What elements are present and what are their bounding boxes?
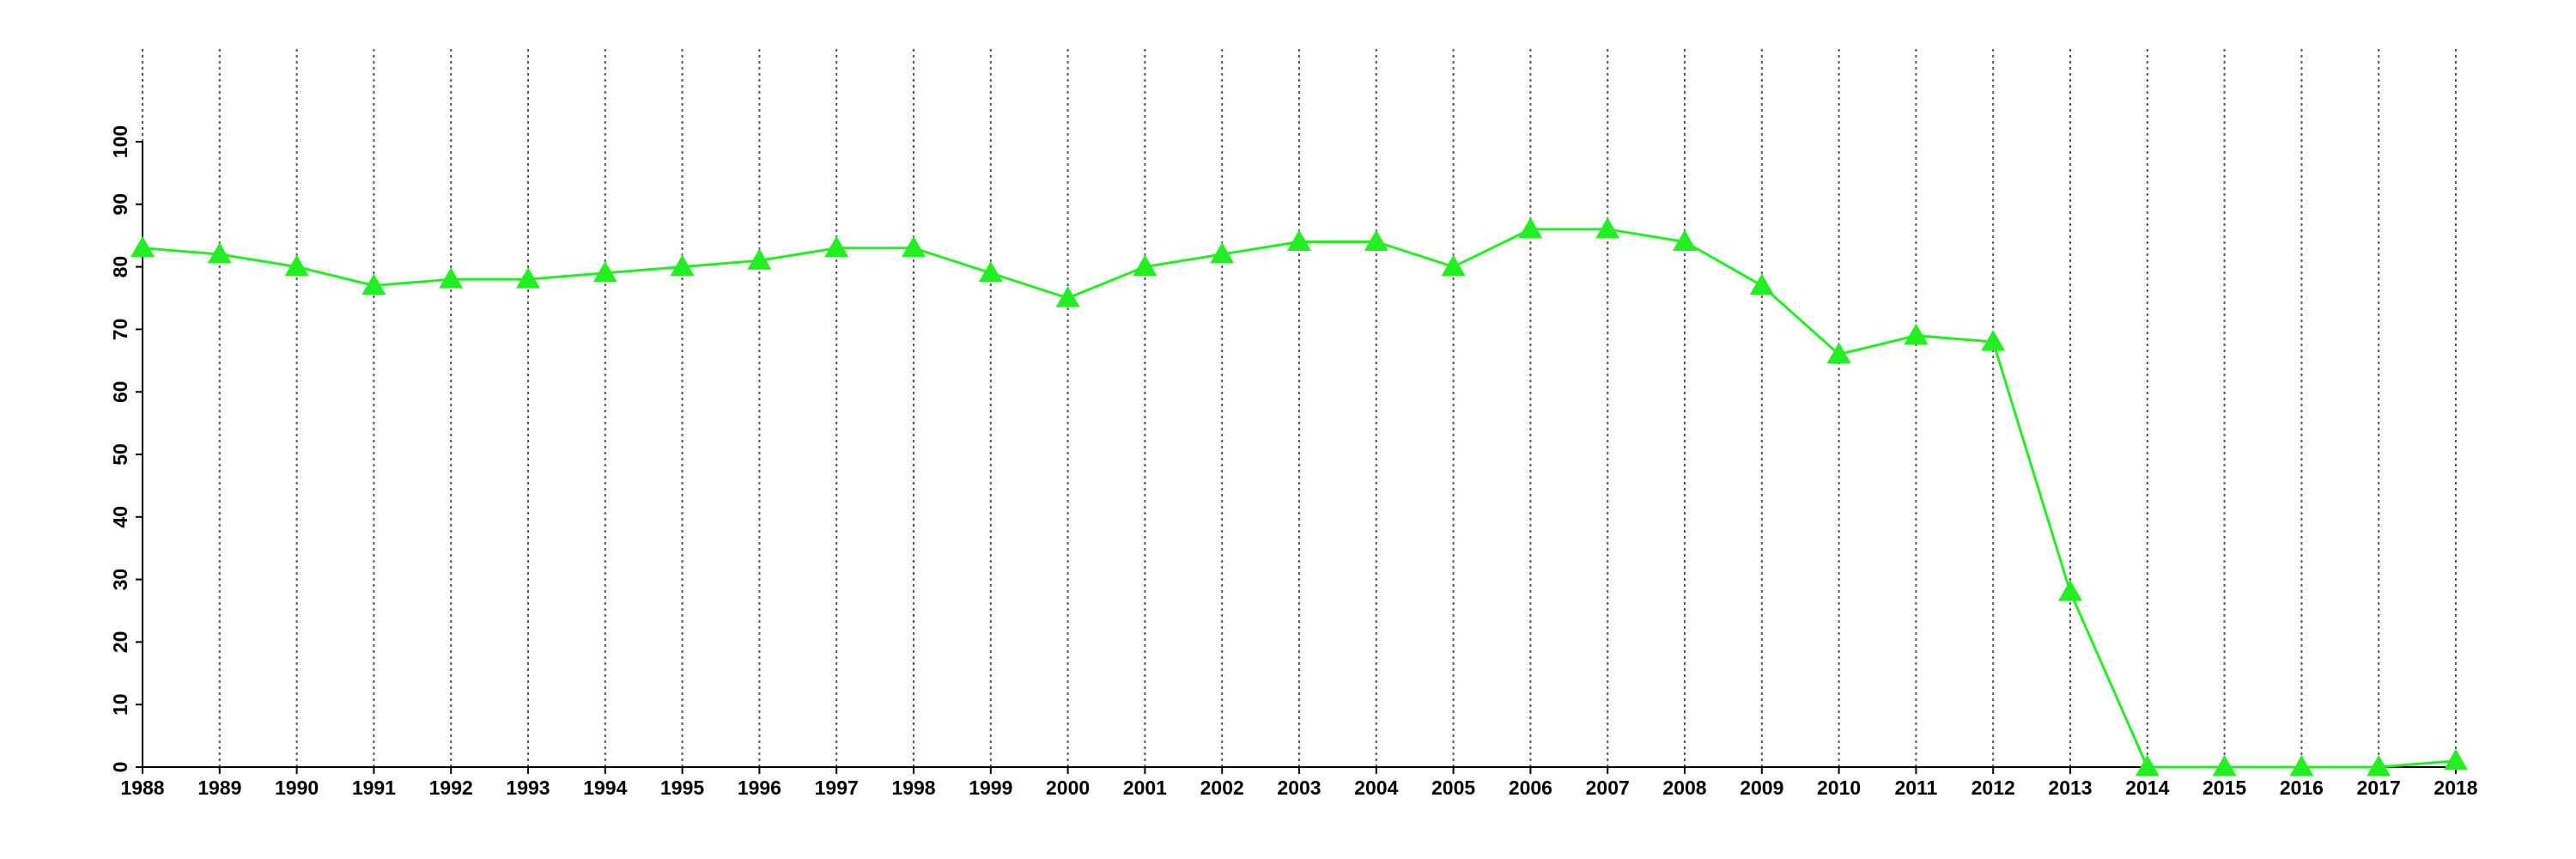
x-tick-label: 2017	[2357, 777, 2401, 799]
data-point	[902, 235, 926, 258]
x-tick-label: 2018	[2433, 777, 2477, 799]
data-point	[1210, 242, 1235, 264]
x-tick-label: 2008	[1662, 777, 1706, 799]
data-point	[1749, 273, 1774, 295]
y-tick-label: 100	[109, 125, 131, 158]
y-tick-label: 70	[109, 319, 131, 341]
data-point	[1441, 254, 1466, 277]
y-tick-label: 0	[109, 762, 131, 773]
data-point	[978, 260, 1003, 283]
data-point	[824, 235, 849, 258]
data-point	[1595, 216, 1620, 239]
y-tick-label: 30	[109, 569, 131, 591]
data-point	[2444, 748, 2468, 771]
data-point	[592, 260, 617, 283]
x-tick-label: 2003	[1277, 777, 1321, 799]
x-tick-label: 1990	[275, 777, 319, 799]
data-point	[1364, 229, 1388, 251]
y-tick-label: 60	[109, 381, 131, 403]
x-tick-label: 2000	[1046, 777, 1090, 799]
data-point	[747, 248, 772, 270]
y-tick-label: 40	[109, 506, 131, 528]
y-tick-label: 90	[109, 193, 131, 216]
data-point	[1981, 329, 2006, 351]
data-point	[1518, 216, 1543, 239]
x-tick-label: 1991	[352, 777, 396, 799]
x-tick-label: 2001	[1123, 777, 1167, 799]
data-point	[1826, 342, 1851, 364]
data-point	[439, 267, 464, 289]
data-point	[1673, 229, 1697, 251]
data-point	[1287, 229, 1311, 251]
y-tick-label: 10	[109, 693, 131, 716]
x-tick-label: 1989	[197, 777, 241, 799]
data-point	[131, 235, 155, 258]
x-tick-label: 1994	[583, 777, 627, 799]
x-tick-label: 2005	[1431, 777, 1475, 799]
x-tick-label: 2015	[2202, 777, 2246, 799]
x-tick-label: 2002	[1200, 777, 1244, 799]
x-tick-label: 2007	[1586, 777, 1630, 799]
data-point	[361, 273, 386, 295]
x-tick-label: 2011	[1894, 777, 1937, 799]
data-point	[670, 254, 695, 277]
data-point	[2366, 755, 2391, 777]
y-tick-label: 50	[109, 443, 131, 466]
y-tick-label: 80	[109, 256, 131, 278]
data-point	[207, 242, 232, 264]
x-tick-label: 2009	[1740, 777, 1783, 799]
x-tick-label: 2012	[1971, 777, 2015, 799]
x-tick-label: 1988	[120, 777, 164, 799]
x-tick-label: 2010	[1817, 777, 1861, 799]
y-tick-label: 20	[109, 631, 131, 654]
data-point	[1904, 323, 1929, 345]
x-tick-label: 2016	[2280, 777, 2324, 799]
data-point	[284, 254, 309, 277]
x-tick-label: 1999	[969, 777, 1012, 799]
data-point	[516, 267, 540, 289]
data-point	[2058, 580, 2082, 601]
data-point	[2212, 755, 2237, 777]
x-tick-label: 2006	[1509, 777, 1552, 799]
data-point	[1133, 254, 1157, 277]
data-point	[1055, 286, 1080, 308]
x-tick-label: 1996	[738, 777, 781, 799]
x-tick-label: 1993	[506, 777, 550, 799]
x-tick-label: 2013	[2048, 777, 2092, 799]
data-point	[2289, 755, 2314, 777]
x-tick-label: 1995	[660, 777, 704, 799]
x-tick-label: 1998	[891, 777, 935, 799]
x-tick-label: 1992	[429, 777, 473, 799]
x-tick-label: 1997	[815, 777, 859, 799]
data-point	[2135, 755, 2160, 777]
x-tick-label: 2014	[2125, 777, 2169, 799]
x-tick-label: 2004	[1354, 777, 1398, 799]
